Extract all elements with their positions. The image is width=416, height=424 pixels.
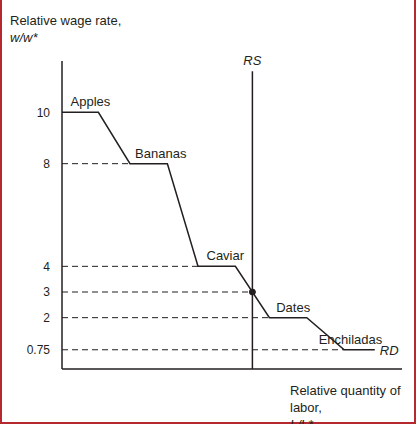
- svg-text:0.75: 0.75: [27, 343, 51, 357]
- svg-text:Enchiladas: Enchiladas: [319, 332, 383, 347]
- svg-text:RS: RS: [243, 53, 261, 68]
- svg-text:Caviar: Caviar: [207, 248, 245, 263]
- svg-text:Dates: Dates: [276, 300, 310, 315]
- html-text:Relative quantity of labor,: Relative quantity of labor,: [290, 383, 401, 415]
- svg-text:Apples: Apples: [71, 94, 111, 109]
- svg-text:RD: RD: [380, 343, 399, 358]
- svg-text:4: 4: [43, 260, 50, 274]
- svg-text:10: 10: [37, 106, 51, 120]
- svg-text:Bananas: Bananas: [135, 146, 187, 161]
- svg-text:3: 3: [43, 285, 50, 299]
- html-text:w/w*: w/w*: [10, 30, 38, 45]
- svg-text:8: 8: [43, 157, 50, 171]
- svg-text:2: 2: [43, 311, 50, 325]
- html-text:Relative wage rate,: Relative wage rate,: [10, 13, 122, 28]
